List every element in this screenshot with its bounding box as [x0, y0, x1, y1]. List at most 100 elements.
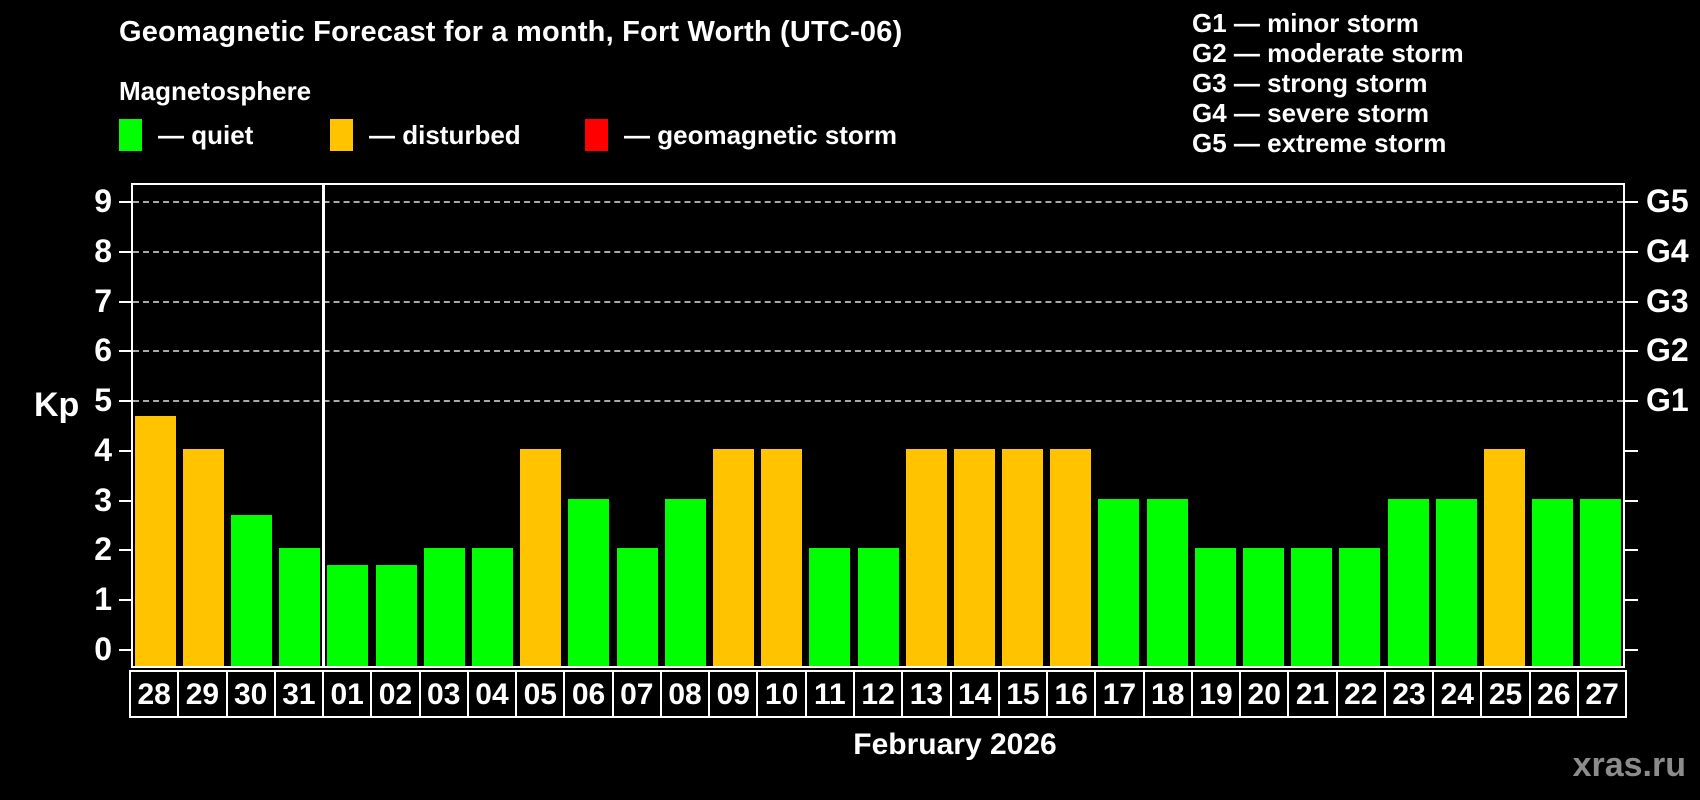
plot-area — [131, 183, 1625, 668]
y-tick-left-4 — [119, 449, 131, 452]
date-label-cell-09: 09 — [708, 670, 759, 718]
kp-bar-30 — [230, 515, 272, 666]
watermark: xras.ru — [1572, 746, 1686, 784]
kp-bar-06 — [568, 498, 610, 666]
date-label-cell-26: 26 — [1528, 670, 1579, 718]
date-label-cell-27: 27 — [1576, 670, 1628, 718]
kp-bar-13 — [905, 448, 947, 666]
date-label-cell-17: 17 — [1094, 670, 1145, 718]
kp-bar-29 — [182, 448, 224, 666]
y-tick-right-6 — [1625, 350, 1638, 353]
date-label-cell-15: 15 — [997, 670, 1049, 718]
kp-bar-04 — [471, 548, 513, 666]
gridline-kp9 — [133, 200, 1623, 203]
disturbed-color-swatch — [330, 119, 353, 151]
y-tick-right-1 — [1625, 599, 1638, 602]
g-legend-line-g3: G3 — strong storm — [1192, 68, 1428, 98]
date-label-cell-22: 22 — [1335, 670, 1386, 718]
date-label-cell-18: 18 — [1142, 670, 1193, 718]
kp-bar-22 — [1339, 548, 1381, 666]
y-tick-label-4: 4 — [94, 431, 112, 468]
date-label-cell-03: 03 — [418, 670, 469, 718]
date-label-cell-13: 13 — [901, 670, 952, 718]
y-tick-label-1: 1 — [94, 581, 112, 618]
y-axis-label: Kp — [34, 386, 80, 424]
kp-bar-08 — [664, 498, 706, 666]
y-tick-right-7 — [1625, 300, 1638, 303]
y-tick-right-0 — [1625, 649, 1638, 651]
legend-item-storm: — geomagnetic storm — [585, 118, 897, 152]
gridline-kp5 — [133, 400, 1623, 403]
date-label-cell-28: 28 — [129, 670, 180, 718]
kp-bar-31 — [279, 548, 321, 666]
x-axis-date-labels: 28 29 30 31 01 02 03 04 05 06 07 08 09 10 11 12 13 14 15 16… — [129, 670, 1628, 718]
date-label-cell-19: 19 — [1190, 670, 1242, 718]
y-tick-label-0: 0 — [94, 631, 112, 667]
legend-label-storm: — geomagnetic storm — [624, 120, 898, 150]
g-legend-line-g2: G2 — moderate storm — [1192, 38, 1464, 68]
kp-bar-28 — [134, 415, 176, 666]
y-tick-label-5: 5 — [94, 382, 112, 419]
kp-bar-16 — [1050, 448, 1092, 666]
gridline-kp7 — [133, 300, 1623, 303]
gridline-kp8 — [133, 250, 1623, 253]
date-label-cell-30: 30 — [225, 670, 276, 718]
y-tick-label-3: 3 — [94, 481, 112, 518]
kp-bar-15 — [1002, 448, 1044, 666]
date-label-cell-04: 04 — [466, 670, 518, 718]
kp-bar-11 — [809, 548, 851, 666]
kp-bar-27 — [1580, 498, 1622, 666]
kp-bar-07 — [616, 548, 658, 666]
date-label-cell-12: 12 — [852, 670, 904, 718]
kp-bar-05 — [520, 448, 562, 666]
kp-bar-17 — [1098, 498, 1140, 666]
date-label-cell-31: 31 — [273, 670, 325, 718]
y-tick-right-3 — [1625, 499, 1638, 502]
date-label-cell-02: 02 — [370, 670, 421, 718]
y-tick-right-5 — [1625, 400, 1638, 403]
kp-bar-26 — [1532, 498, 1574, 666]
y-tick-left-5 — [119, 400, 131, 403]
date-label-cell-08: 08 — [659, 670, 711, 718]
y-tick-left-6 — [119, 350, 131, 353]
y-tick-label-2: 2 — [94, 531, 112, 568]
kp-bar-01 — [327, 564, 369, 666]
month-label: February 2026 — [853, 728, 1057, 761]
date-label-cell-11: 11 — [804, 670, 855, 718]
date-label-cell-21: 21 — [1287, 670, 1338, 718]
gridline-kp6 — [133, 350, 1623, 353]
g-legend-line-g5: G5 — extreme storm — [1192, 128, 1447, 158]
kp-bar-02 — [375, 564, 417, 666]
date-label-cell-24: 24 — [1432, 670, 1483, 718]
kp-bar-10 — [761, 448, 803, 666]
kp-bar-25 — [1484, 448, 1526, 666]
kp-bar-23 — [1387, 498, 1429, 666]
quiet-color-swatch — [119, 119, 142, 151]
date-label-cell-29: 29 — [177, 670, 228, 718]
g-level-label-g3: G3 — [1646, 282, 1689, 319]
y-tick-right-4 — [1625, 449, 1638, 452]
date-label-cell-10: 10 — [756, 670, 807, 718]
g-legend-line-g1: G1 — minor storm — [1192, 8, 1419, 38]
kp-bar-21 — [1291, 548, 1333, 666]
legend-item-disturbed: — disturbed — [330, 118, 521, 152]
y-tick-label-7: 7 — [94, 282, 112, 319]
y-tick-label-6: 6 — [94, 332, 112, 369]
g-level-label-g4: G4 — [1646, 232, 1689, 269]
date-label-cell-07: 07 — [611, 670, 662, 718]
date-label-cell-23: 23 — [1383, 670, 1435, 718]
kp-bar-03 — [423, 548, 465, 666]
y-tick-right-2 — [1625, 549, 1638, 552]
y-tick-right-9 — [1625, 200, 1638, 203]
legend-label-quiet: — quiet — [158, 120, 254, 150]
y-tick-label-9: 9 — [94, 182, 112, 219]
month-separator-line — [322, 185, 326, 666]
kp-bar-24 — [1435, 498, 1477, 666]
legend-item-quiet: — quiet — [119, 118, 253, 152]
kp-bar-20 — [1243, 548, 1285, 666]
legend-label-disturbed: — disturbed — [369, 120, 521, 150]
chart-subtitle: Magnetosphere — [119, 76, 312, 106]
g-level-label-g5: G5 — [1646, 182, 1689, 219]
kp-bar-18 — [1146, 498, 1188, 666]
date-label-cell-16: 16 — [1046, 670, 1097, 718]
